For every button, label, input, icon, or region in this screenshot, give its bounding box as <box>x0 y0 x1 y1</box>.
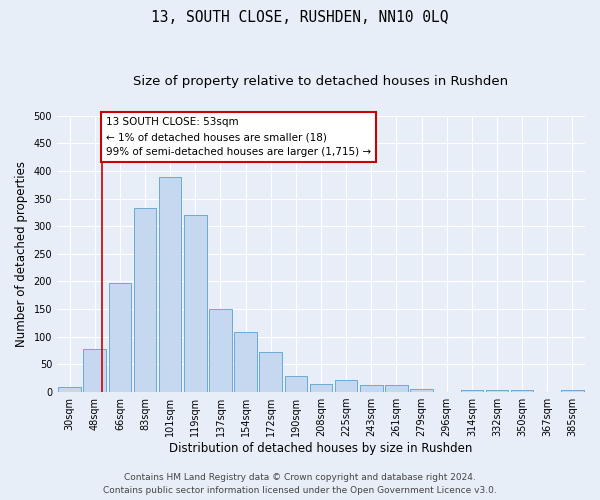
Bar <box>485 390 508 392</box>
Title: Size of property relative to detached houses in Rushden: Size of property relative to detached ho… <box>133 75 509 88</box>
Bar <box>410 390 433 392</box>
Y-axis label: Number of detached properties: Number of detached properties <box>15 161 28 347</box>
Bar <box>461 390 483 392</box>
Text: Contains HM Land Registry data © Crown copyright and database right 2024.
Contai: Contains HM Land Registry data © Crown c… <box>103 474 497 495</box>
Bar <box>134 208 157 392</box>
Bar <box>385 386 408 392</box>
Bar <box>159 178 181 392</box>
Text: 13, SOUTH CLOSE, RUSHDEN, NN10 0LQ: 13, SOUTH CLOSE, RUSHDEN, NN10 0LQ <box>151 10 449 25</box>
Bar <box>511 390 533 392</box>
X-axis label: Distribution of detached houses by size in Rushden: Distribution of detached houses by size … <box>169 442 473 455</box>
Bar <box>561 390 584 392</box>
Bar <box>109 283 131 392</box>
Bar <box>259 352 282 392</box>
Bar <box>335 380 358 392</box>
Bar <box>209 309 232 392</box>
Bar <box>58 386 81 392</box>
Bar <box>234 332 257 392</box>
Bar <box>83 349 106 392</box>
Bar <box>310 384 332 392</box>
Bar <box>284 376 307 392</box>
Bar <box>184 215 206 392</box>
Bar <box>360 386 383 392</box>
Text: 13 SOUTH CLOSE: 53sqm
← 1% of detached houses are smaller (18)
99% of semi-detac: 13 SOUTH CLOSE: 53sqm ← 1% of detached h… <box>106 117 371 157</box>
